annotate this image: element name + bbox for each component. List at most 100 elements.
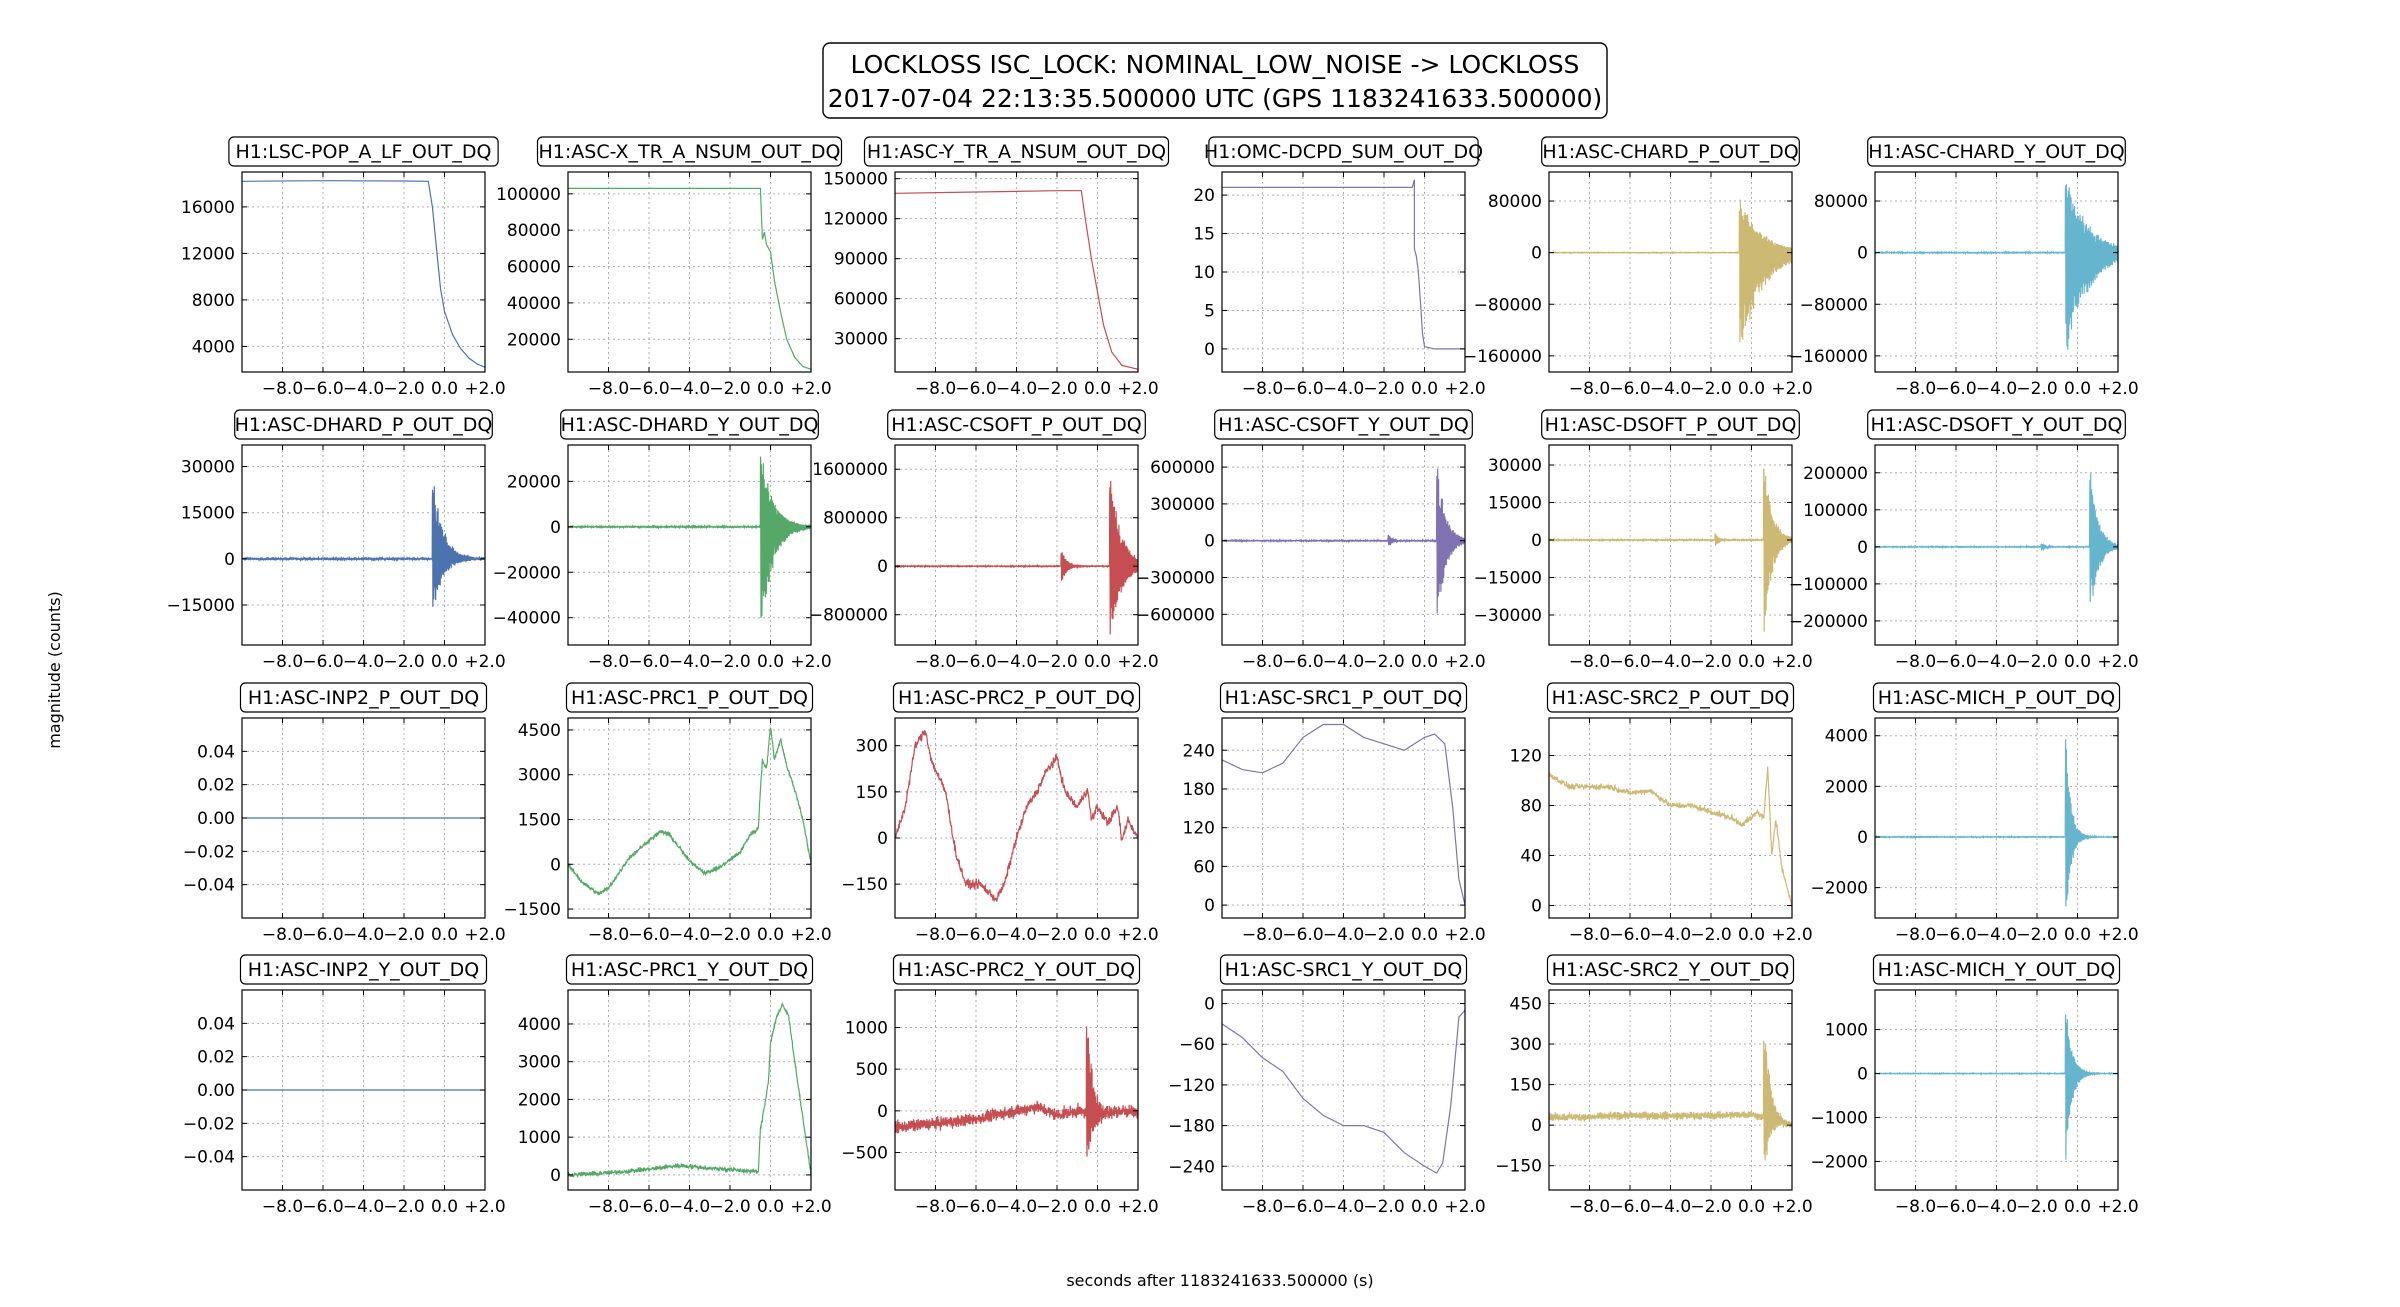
data-series-line [242,486,485,607]
y-tick-label: −40000 [493,609,561,629]
y-tick-label: 80000 [507,221,561,241]
x-tick-label: −2.0 [709,379,750,399]
y-tick-label: 0.00 [197,1081,235,1101]
x-tick-label: −2.0 [1690,1197,1731,1217]
subplot-title: H1:ASC-Y_TR_A_NSUM_OUT_DQ [867,141,1166,163]
y-tick-label: 0 [550,518,561,538]
y-tick-label: 90000 [834,250,888,270]
x-tick-label: +2.0 [1117,925,1158,945]
x-tick-label: −6.0 [955,652,996,672]
y-tick-label: 0 [550,855,561,875]
y-tick-label: −120 [1168,1076,1215,1096]
subplot-title-box [239,682,488,713]
x-tick-label: −6.0 [1935,1197,1976,1217]
x-tick-label: −4.0 [996,652,1037,672]
subplot-18: −8.0 −6.0 −4.0 −2.0 0.0 +2.0 −2000 0 2000 4000 H1:… [1810,682,2139,945]
y-tick-label: 500 [856,1060,888,1080]
y-tick-label: 12000 [181,244,235,264]
x-tick-label: −8.0 [1242,925,1283,945]
x-tick-label: −6.0 [302,379,343,399]
x-tick-label: −4.0 [1650,379,1691,399]
y-tick-label: 60 [1193,857,1215,877]
x-tick-label: 0.0 [1411,925,1438,945]
subplot-title-box [1214,409,1473,440]
subplot-15: −8.0 −6.0 −4.0 −2.0 0.0 +2.0 −150 0 150 300 H1:ASC… [841,682,1159,945]
y-tick-label: 0 [1204,995,1215,1015]
x-tick-label: +2.0 [1117,652,1158,672]
y-tick-label: −0.04 [183,1148,235,1168]
x-tick-label: −2.0 [1363,925,1404,945]
y-tick-label: 0.04 [197,742,235,762]
subplot-title-box [892,954,1141,985]
subplot-title: H1:ASC-SRC2_P_OUT_DQ [1552,687,1790,709]
y-tick-label: 8000 [192,291,235,311]
subplot-16: −8.0 −6.0 −4.0 −2.0 0.0 +2.0 0 60 120 180 240 H1:AS… [1183,682,1486,945]
subplot-title: H1:LSC-POP_A_LF_OUT_DQ [236,141,492,163]
x-tick-label: 0.0 [757,379,784,399]
x-tick-label: −4.0 [1976,379,2017,399]
y-tick-label: 60000 [834,290,888,310]
x-tick-label: −6.0 [1935,379,1976,399]
x-tick-label: −2.0 [709,925,750,945]
x-tick-label: 0.0 [1084,1197,1111,1217]
y-tick-label: 80000 [1814,192,1868,212]
x-tick-label: 0.0 [1738,925,1765,945]
subplot-7: −8.0 −6.0 −4.0 −2.0 0.0 +2.0 −15000 0 15000 30000… [167,409,506,672]
x-tick-label: +2.0 [464,925,505,945]
y-tick-label: 0 [1204,896,1215,916]
y-tick-label: 2000 [518,1090,561,1110]
y-tick-label: 2000 [1825,777,1868,797]
y-tick-label: 0 [1857,244,1868,264]
y-tick-label: 300 [856,737,888,757]
subplot-title-box [565,682,814,713]
y-tick-label: 16000 [181,198,235,218]
subplot-title-box [1867,409,2126,440]
y-tick-label: −15000 [167,596,235,616]
y-tick-label: 120 [1183,819,1215,839]
y-tick-label: 150 [1510,1076,1542,1096]
y-tick-label: 0 [1204,532,1215,552]
subplot-title-box [1219,682,1468,713]
x-tick-label: +2.0 [790,925,831,945]
x-tick-label: +2.0 [464,652,505,672]
x-tick-label: 0.0 [1411,1197,1438,1217]
x-tick-label: −8.0 [1242,652,1283,672]
x-tick-label: −4.0 [1976,925,2017,945]
x-tick-label: −4.0 [343,1197,384,1217]
x-tick-label: −4.0 [1976,652,2017,672]
y-tick-label: 30000 [834,330,888,350]
y-tick-label: 15 [1193,225,1215,245]
grid-lines [1222,172,1466,372]
subplot-title: H1:OMC-DCPD_SUM_OUT_DQ [1204,141,1483,163]
x-axis-label: seconds after 1183241633.500000 (s) [1066,1271,1373,1290]
x-tick-label: −2.0 [383,379,424,399]
x-tick-label: −8.0 [1569,925,1610,945]
y-tick-label: −0.02 [183,1114,235,1134]
x-tick-label: −4.0 [1650,925,1691,945]
x-tick-label: −4.0 [343,652,384,672]
y-tick-label: 600000 [1150,458,1215,478]
subplot-title: H1:ASC-CHARD_P_OUT_DQ [1542,141,1798,163]
y-tick-label: 450 [1510,995,1542,1015]
x-tick-label: +2.0 [1444,652,1485,672]
x-tick-label: +2.0 [790,379,831,399]
x-tick-label: +2.0 [1771,652,1812,672]
y-tick-label: 1000 [1825,1021,1868,1041]
x-tick-label: −8.0 [1895,925,1936,945]
subplot-title: H1:ASC-INP2_P_OUT_DQ [248,687,479,709]
x-tick-label: 0.0 [1084,652,1111,672]
y-tick-label: 5 [1204,301,1215,321]
x-tick-label: −6.0 [302,925,343,945]
subplot-title: H1:ASC-DSOFT_P_OUT_DQ [1545,414,1797,436]
x-tick-label: +2.0 [1771,1197,1812,1217]
y-tick-label: 100000 [1803,501,1868,521]
x-tick-label: −4.0 [343,379,384,399]
subplot-title: H1:ASC-DHARD_Y_OUT_DQ [561,414,819,436]
y-tick-label: 10 [1193,263,1215,283]
x-tick-label: −8.0 [588,652,629,672]
y-tick-label: 0 [1857,538,1868,558]
subplot-title: H1:ASC-MICH_P_OUT_DQ [1878,687,2116,709]
x-tick-label: +2.0 [1444,925,1485,945]
data-series-line [895,1026,1138,1157]
figure-title-line1: LOCKLOSS ISC_LOCK: NOMINAL_LOW_NOISE -> … [851,50,1580,79]
